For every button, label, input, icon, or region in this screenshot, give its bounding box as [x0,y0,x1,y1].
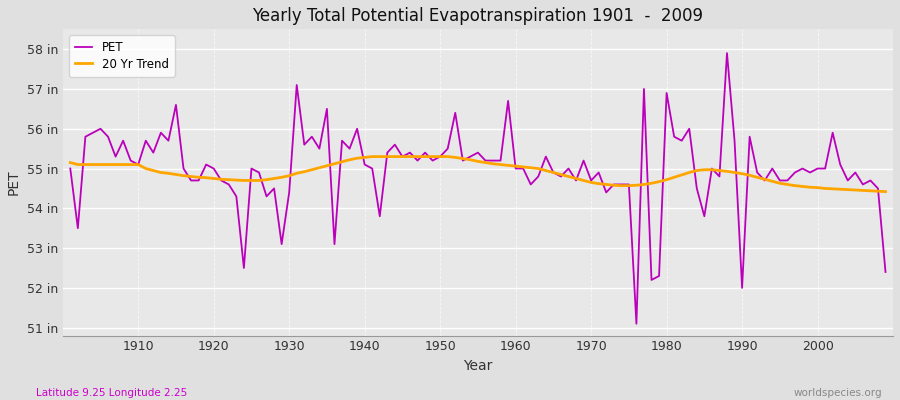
Text: Latitude 9.25 Longitude 2.25: Latitude 9.25 Longitude 2.25 [36,388,187,398]
PET [510,166,521,171]
Title: Yearly Total Potential Evapotranspiration 1901  -  2009: Yearly Total Potential Evapotranspiratio… [252,7,704,25]
20 Yr Trend [292,171,302,176]
Line: 20 Yr Trend: 20 Yr Trend [70,156,886,192]
PET [601,190,612,195]
20 Yr Trend [880,189,891,194]
X-axis label: Year: Year [464,359,492,373]
PET [292,82,302,87]
PET [125,158,136,163]
20 Yr Trend [337,159,347,164]
PET [631,321,642,326]
PET [503,98,514,103]
Legend: PET, 20 Yr Trend: PET, 20 Yr Trend [68,35,175,76]
Text: worldspecies.org: worldspecies.org [794,388,882,398]
PET [722,51,733,56]
Line: PET: PET [70,53,886,324]
PET [65,166,76,171]
20 Yr Trend [608,183,619,188]
20 Yr Trend [367,154,378,159]
20 Yr Trend [518,164,528,169]
PET [880,270,891,274]
PET [337,138,347,143]
20 Yr Trend [65,160,76,165]
Y-axis label: PET: PET [7,170,21,195]
20 Yr Trend [510,164,521,168]
20 Yr Trend [125,162,136,167]
